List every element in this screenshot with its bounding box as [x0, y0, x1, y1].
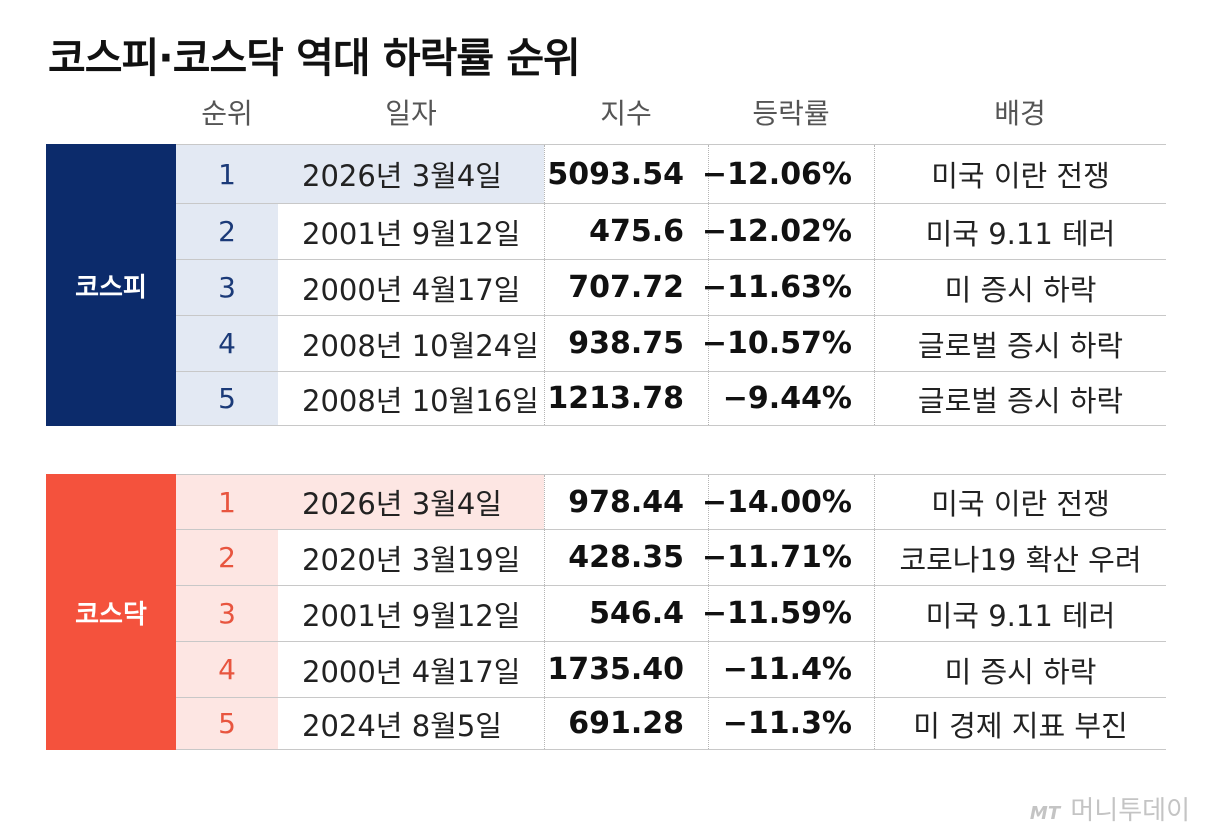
table-row: 1 2026년 3월4일 5093.54 −12.06% 미국 이란 전쟁 [176, 144, 1166, 204]
background-cell: 글로벌 증시 하락 [874, 316, 1166, 371]
rank-cell: 2 [176, 204, 278, 259]
index-cell: 546.4 [544, 586, 708, 641]
change-cell: −14.00% [702, 475, 874, 529]
change-cell: −11.71% [702, 530, 874, 585]
logo-name: 머니투데이 [1070, 796, 1190, 826]
header-change: 등락률 [752, 97, 830, 130]
kospi-label: 코스피 [46, 144, 176, 426]
index-cell: 5093.54 [544, 145, 708, 203]
change-cell: −10.57% [702, 316, 874, 371]
logo-mark: MT [1029, 803, 1061, 824]
change-cell: −12.06% [702, 145, 874, 203]
date-cell: 2000년 4월17일 [302, 654, 521, 689]
rank-cell: 3 [176, 260, 278, 315]
index-cell: 691.28 [544, 698, 708, 749]
page-title: 코스피·코스닥 역대 하락률 순위 [48, 34, 581, 82]
rank-cell: 3 [176, 586, 278, 641]
index-cell: 938.75 [544, 316, 708, 371]
background-cell: 미 경제 지표 부진 [874, 698, 1166, 749]
rank-cell: 4 [176, 642, 278, 697]
date-cell: 2008년 10월16일 [302, 383, 539, 418]
table-row: 2 2020년 3월19일 428.35 −11.71% 코로나19 확산 우려 [176, 530, 1166, 586]
background-cell: 미 증시 하락 [874, 642, 1166, 697]
change-cell: −12.02% [702, 204, 874, 259]
publisher-logo: MT 머니투데이 [1030, 790, 1190, 827]
kosdaq-label: 코스닥 [46, 474, 176, 750]
kosdaq-table: 코스닥 1 2026년 3월4일 978.44 −14.00% 미국 이란 전쟁… [46, 474, 1166, 750]
index-cell: 428.35 [544, 530, 708, 585]
rank-cell: 1 [176, 475, 278, 529]
table-row: 2 2001년 9월12일 475.6 −12.02% 미국 9.11 테러 [176, 204, 1166, 260]
change-cell: −11.4% [708, 642, 874, 697]
index-cell: 978.44 [544, 475, 708, 529]
rank-cell: 5 [176, 698, 278, 749]
header-index: 지수 [600, 97, 652, 130]
kospi-table: 코스피 1 2026년 3월4일 5093.54 −12.06% 미국 이란 전… [46, 144, 1166, 426]
table-row: 1 2026년 3월4일 978.44 −14.00% 미국 이란 전쟁 [176, 474, 1166, 530]
background-cell: 코로나19 확산 우려 [874, 530, 1166, 585]
date-cell: 2026년 3월4일 [278, 145, 544, 203]
change-cell: −11.59% [702, 586, 874, 641]
table-row: 3 2001년 9월12일 546.4 −11.59% 미국 9.11 테러 [176, 586, 1166, 642]
header-background: 배경 [994, 97, 1046, 130]
change-cell: −9.44% [708, 372, 874, 425]
change-cell: −11.63% [702, 260, 874, 315]
background-cell: 미 증시 하락 [874, 260, 1166, 315]
index-cell: 475.6 [544, 204, 708, 259]
index-cell: 1213.78 [544, 372, 708, 425]
table-row: 5 2024년 8월5일 691.28 −11.3% 미 경제 지표 부진 [176, 698, 1166, 750]
change-cell: −11.3% [708, 698, 874, 749]
header-date: 일자 [385, 97, 437, 130]
table-row: 3 2000년 4월17일 707.72 −11.63% 미 증시 하락 [176, 260, 1166, 316]
date-cell: 2008년 10월24일 [302, 328, 539, 363]
header-rank: 순위 [201, 97, 253, 130]
table-row: 4 2000년 4월17일 1735.40 −11.4% 미 증시 하락 [176, 642, 1166, 698]
rank-cell: 4 [176, 316, 278, 371]
rank-cell: 5 [176, 372, 278, 425]
background-cell: 글로벌 증시 하락 [874, 372, 1166, 425]
background-cell: 미국 이란 전쟁 [874, 145, 1166, 203]
background-cell: 미국 이란 전쟁 [874, 475, 1166, 529]
index-cell: 707.72 [544, 260, 708, 315]
date-cell: 2024년 8월5일 [302, 708, 502, 743]
date-cell: 2001년 9월12일 [302, 216, 521, 251]
table-row: 4 2008년 10월24일 938.75 −10.57% 글로벌 증시 하락 [176, 316, 1166, 372]
background-cell: 미국 9.11 테러 [874, 586, 1166, 641]
rank-cell: 1 [176, 145, 278, 203]
background-cell: 미국 9.11 테러 [874, 204, 1166, 259]
rank-cell: 2 [176, 530, 278, 585]
table-row: 5 2008년 10월16일 1213.78 −9.44% 글로벌 증시 하락 [176, 372, 1166, 426]
date-cell: 2020년 3월19일 [302, 542, 521, 577]
date-cell: 2001년 9월12일 [302, 598, 521, 633]
date-cell: 2000년 4월17일 [302, 272, 521, 307]
date-cell: 2026년 3월4일 [278, 475, 544, 529]
index-cell: 1735.40 [544, 642, 708, 697]
